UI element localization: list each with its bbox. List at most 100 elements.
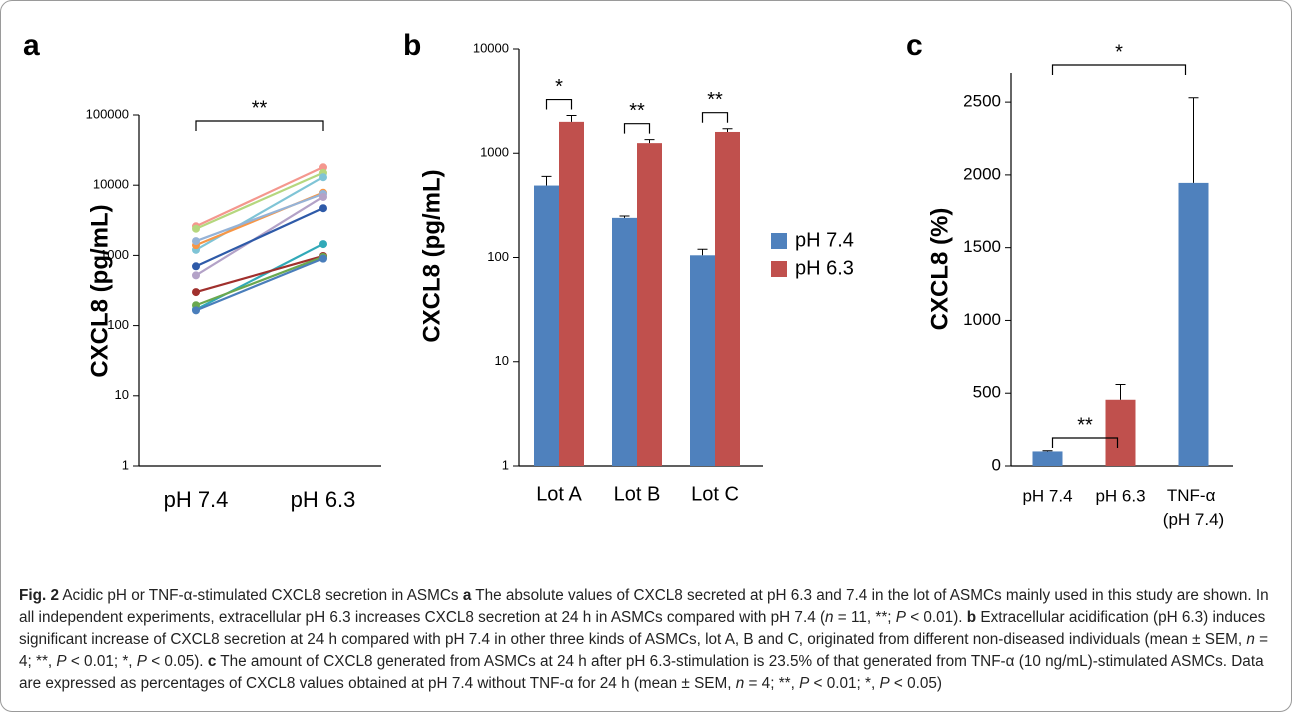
x-tick-label: pH 7.4 [1022, 486, 1072, 505]
annotation: * [555, 76, 563, 98]
bar [559, 121, 584, 467]
series-line [195, 257, 324, 312]
error-bar [619, 215, 630, 218]
caption-run: n [735, 675, 745, 692]
annotation: ** [629, 100, 645, 122]
legend-label: pH 7.4 [795, 229, 854, 251]
caption-run: = 4; **, [19, 631, 1269, 670]
caption-run: a [462, 587, 472, 604]
caption-run: The absolute values of CXCL8 secreted at… [19, 587, 1269, 626]
y-axis-label: CXCL8 (pg/mL) [86, 204, 113, 377]
point [192, 237, 200, 246]
x-tick-label: Lot A [536, 483, 582, 505]
error-bar [644, 139, 655, 144]
annotation: ** [1077, 414, 1093, 436]
bar [715, 131, 740, 466]
y-tick-label: 10 [495, 353, 509, 368]
y-tick-label: 1500 [963, 237, 1001, 256]
x-tick-label: pH 6.3 [291, 487, 356, 512]
point [192, 224, 200, 233]
y-tick-label: 10 [115, 387, 129, 402]
error-bar [697, 248, 708, 256]
legend-swatch [771, 233, 787, 249]
x-tick-label: Lot B [614, 483, 661, 505]
error-bar [722, 128, 733, 132]
error-bar [1115, 383, 1126, 400]
caption-run: P [879, 675, 890, 692]
y-tick-label: 2000 [963, 164, 1001, 183]
bar [1032, 451, 1063, 466]
bar [1178, 182, 1209, 466]
y-tick-label: 100 [107, 317, 129, 332]
series-line [195, 243, 324, 311]
bar [612, 217, 637, 466]
point [319, 204, 327, 213]
y-tick-label: 100 [487, 249, 509, 264]
caption-run: P [895, 609, 906, 626]
significance-bracket [195, 120, 324, 131]
y-tick-label: 2500 [963, 92, 1001, 111]
caption-run: < 0.01; *, [809, 675, 880, 692]
y-tick-label: 0 [992, 455, 1001, 474]
caption-run: = 4; **, [744, 675, 800, 692]
caption-run: b [966, 609, 977, 626]
y-tick-label: 10000 [93, 177, 129, 192]
series-line [195, 166, 324, 228]
point [319, 254, 327, 263]
y-tick-label: 500 [973, 383, 1001, 402]
caption-run: c [207, 653, 217, 670]
series-line [195, 207, 324, 268]
panel-letter: b [403, 29, 421, 62]
caption-run: < 0.01; *, [66, 653, 137, 670]
caption-run: = 11, **; [833, 609, 896, 626]
caption: Fig. 2 Acidic pH or TNF-α-stimulated CXC… [19, 585, 1275, 695]
y-tick-label: 1000 [100, 247, 129, 262]
y-tick-label: 100000 [86, 106, 129, 121]
point [319, 240, 327, 249]
caption-run: n [825, 609, 834, 626]
annotation: ** [707, 89, 723, 111]
error-bar [541, 175, 552, 186]
error-bar [1188, 97, 1199, 183]
point [319, 173, 327, 182]
significance-bracket [701, 112, 729, 123]
point [192, 288, 200, 297]
point [192, 262, 200, 271]
series-line [195, 192, 324, 243]
annotation: ** [252, 97, 268, 119]
x-tick-label: Lot C [691, 483, 739, 505]
y-tick-label: 1 [122, 457, 129, 472]
caption-run: Fig. 2 [19, 587, 59, 604]
y-axis-label: CXCL8 (%) [926, 208, 953, 331]
point [319, 192, 327, 201]
point [192, 271, 200, 280]
panel-letter: c [906, 29, 923, 62]
bar [1105, 399, 1136, 466]
panel-letter: a [23, 29, 40, 62]
caption-run: P [136, 653, 147, 670]
y-tick-label: 1000 [480, 145, 509, 160]
y-tick-label: 10000 [473, 40, 509, 55]
significance-bracket [1051, 64, 1187, 75]
significance-bracket [623, 123, 651, 134]
x-tick-label: pH 7.4 [164, 487, 229, 512]
annotation: * [1115, 41, 1123, 63]
caption-run: P [56, 653, 67, 670]
series-line [195, 255, 324, 307]
y-tick-label: 1 [502, 457, 509, 472]
significance-bracket [545, 98, 573, 110]
x-tick-label: pH 6.3 [1095, 486, 1145, 505]
error-bar [1042, 450, 1053, 452]
bar [534, 185, 559, 466]
y-axis-label: CXCL8 (pg/mL) [418, 169, 445, 342]
legend-label: pH 6.3 [795, 257, 854, 279]
point [192, 306, 200, 315]
label-line: TNF-α [1167, 486, 1220, 505]
caption-run: The amount of CXCL8 generated from ASMCs… [19, 653, 1264, 692]
caption-run: < 0.05) [889, 675, 942, 692]
legend-swatch [771, 261, 787, 277]
caption-run: Extracellular acidification (pH 6.3) ind… [19, 609, 1266, 648]
significance-bracket [1051, 437, 1119, 448]
